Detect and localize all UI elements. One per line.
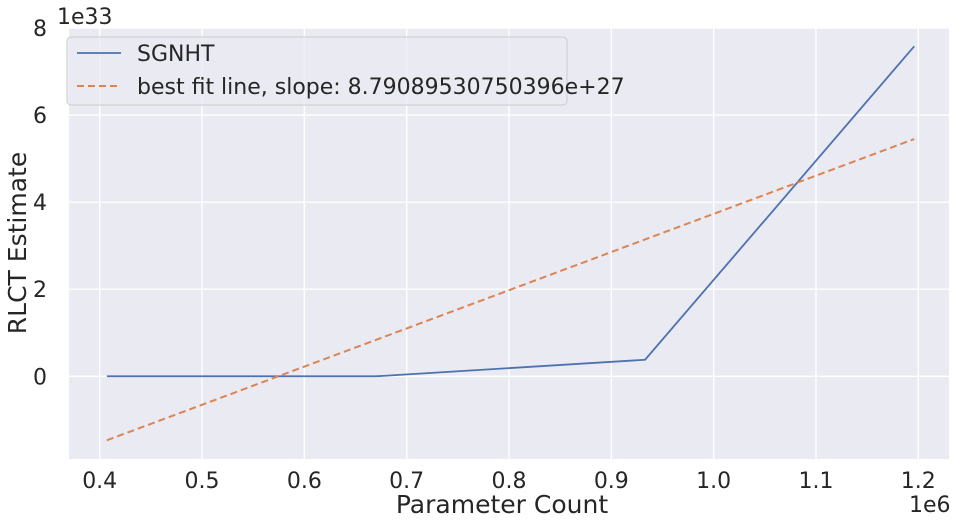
series-line-sgnht <box>106 45 915 378</box>
y-axis-label: RLCT Estimate <box>3 152 32 334</box>
y-tick-label: 2 <box>33 278 47 303</box>
y-tick-label: 6 <box>33 104 47 129</box>
legend: SGNHT best fit line, slope: 8.7908953075… <box>66 36 625 106</box>
x-axis-ticks: 0.4 0.5 0.6 0.7 0.8 0.9 1.0 1.1 1.2 <box>82 469 936 494</box>
y-axis-ticks: 0 2 4 6 8 <box>33 17 47 390</box>
legend-label-sgnht: SGNHT <box>137 42 215 67</box>
series-line-best-fit <box>106 138 915 442</box>
x-tick-label: 1.2 <box>901 469 936 494</box>
legend-label-best-fit: best fit line, slope: 8.79089530750396e+… <box>137 75 625 100</box>
x-offset-label: 1e6 <box>909 493 951 518</box>
series-layer <box>106 45 915 442</box>
y-tick-label: 4 <box>33 191 47 216</box>
x-axis-label: Parameter Count <box>396 490 608 519</box>
legend-box <box>66 36 568 106</box>
x-tick-label: 0.4 <box>82 469 117 494</box>
x-tick-label: 1.1 <box>798 469 833 494</box>
y-tick-label: 0 <box>33 365 47 390</box>
y-tick-label: 8 <box>33 17 47 42</box>
y-offset-label: 1e33 <box>57 5 113 30</box>
x-tick-label: 0.6 <box>287 469 322 494</box>
x-tick-label: 0.5 <box>185 469 220 494</box>
x-tick-label: 1.0 <box>696 469 731 494</box>
x-tick-label: 0.9 <box>594 469 629 494</box>
x-tick-label: 0.8 <box>492 469 527 494</box>
x-tick-label: 0.7 <box>389 469 424 494</box>
